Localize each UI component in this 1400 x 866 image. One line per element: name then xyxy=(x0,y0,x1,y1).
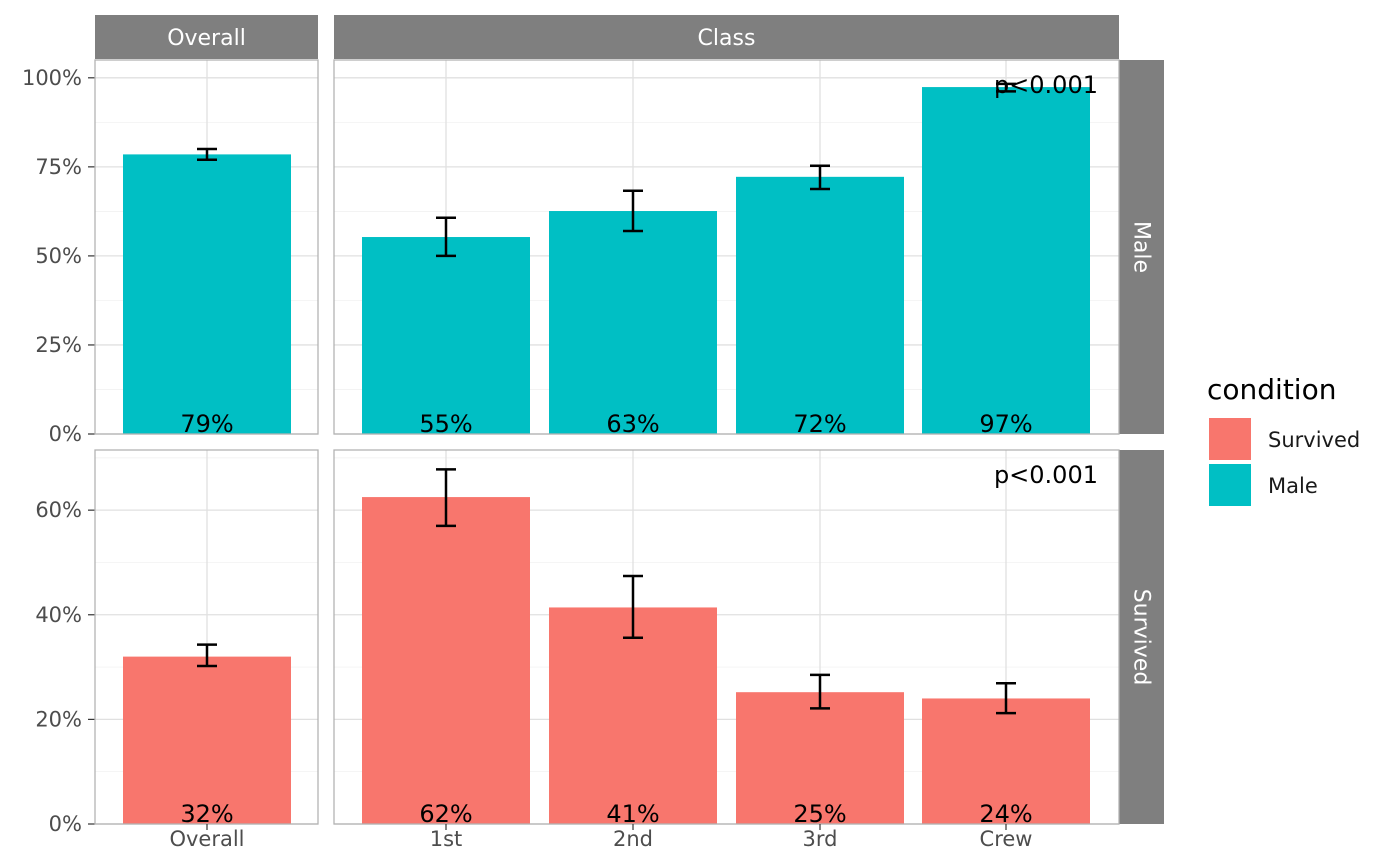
bar-value-label: 32% xyxy=(180,800,233,828)
bar-survived-3rd xyxy=(736,692,904,824)
column-strip xyxy=(95,15,318,59)
legend-swatch xyxy=(1209,418,1251,460)
bar-survived-2nd xyxy=(549,607,717,824)
bar-value-label: 62% xyxy=(419,800,472,828)
column-strip xyxy=(334,15,1119,59)
panel-border xyxy=(333,449,1120,825)
row-strip xyxy=(1119,450,1164,824)
x-tick-label: 2nd xyxy=(613,827,653,851)
panel-border xyxy=(94,59,319,435)
y-tick-label: 0% xyxy=(49,422,82,446)
y-tick-label: 40% xyxy=(35,603,82,627)
row-strip-label: Survived xyxy=(1129,589,1154,686)
column-strip-label: Class xyxy=(698,26,756,51)
y-tick-label: 25% xyxy=(35,333,82,357)
column-strip-label: Overall xyxy=(167,26,246,51)
legend-title: condition xyxy=(1207,373,1336,406)
legend-swatch xyxy=(1209,464,1251,506)
row-strip-label: Male xyxy=(1129,221,1154,273)
bar-male-3rd xyxy=(736,176,904,434)
legend-label: Survived xyxy=(1268,428,1360,452)
bar-value-label: 72% xyxy=(793,410,846,438)
y-tick-label: 20% xyxy=(35,707,82,731)
p-value-annotation: p<0.001 xyxy=(994,71,1098,99)
x-tick-label: Overall xyxy=(169,827,244,851)
bar-survived-1st xyxy=(362,497,530,824)
bar-male-1st xyxy=(362,237,530,434)
bar-value-label: 55% xyxy=(419,410,472,438)
bar-value-label: 97% xyxy=(979,410,1032,438)
row-strip xyxy=(1119,60,1164,434)
bar-survived-crew xyxy=(922,698,1090,824)
bar-male-overall xyxy=(123,154,291,434)
panel-border xyxy=(333,59,1120,435)
x-tick-label: 1st xyxy=(430,827,463,851)
bar-value-label: 41% xyxy=(606,800,659,828)
bar-male-crew xyxy=(922,87,1090,435)
bar-value-label: 63% xyxy=(606,410,659,438)
bar-value-label: 25% xyxy=(793,800,846,828)
y-tick-label: 0% xyxy=(49,812,82,836)
x-tick-label: Crew xyxy=(980,827,1033,851)
bar-value-label: 24% xyxy=(979,800,1032,828)
y-tick-label: 100% xyxy=(22,66,82,90)
p-value-annotation: p<0.001 xyxy=(994,461,1098,489)
y-tick-label: 50% xyxy=(35,244,82,268)
bar-survived-overall xyxy=(123,656,291,824)
y-tick-label: 75% xyxy=(35,155,82,179)
y-tick-label: 60% xyxy=(35,498,82,522)
bar-male-2nd xyxy=(549,211,717,434)
bar-value-label: 79% xyxy=(180,410,233,438)
x-tick-label: 3rd xyxy=(803,827,838,851)
legend-label: Male xyxy=(1268,474,1318,498)
